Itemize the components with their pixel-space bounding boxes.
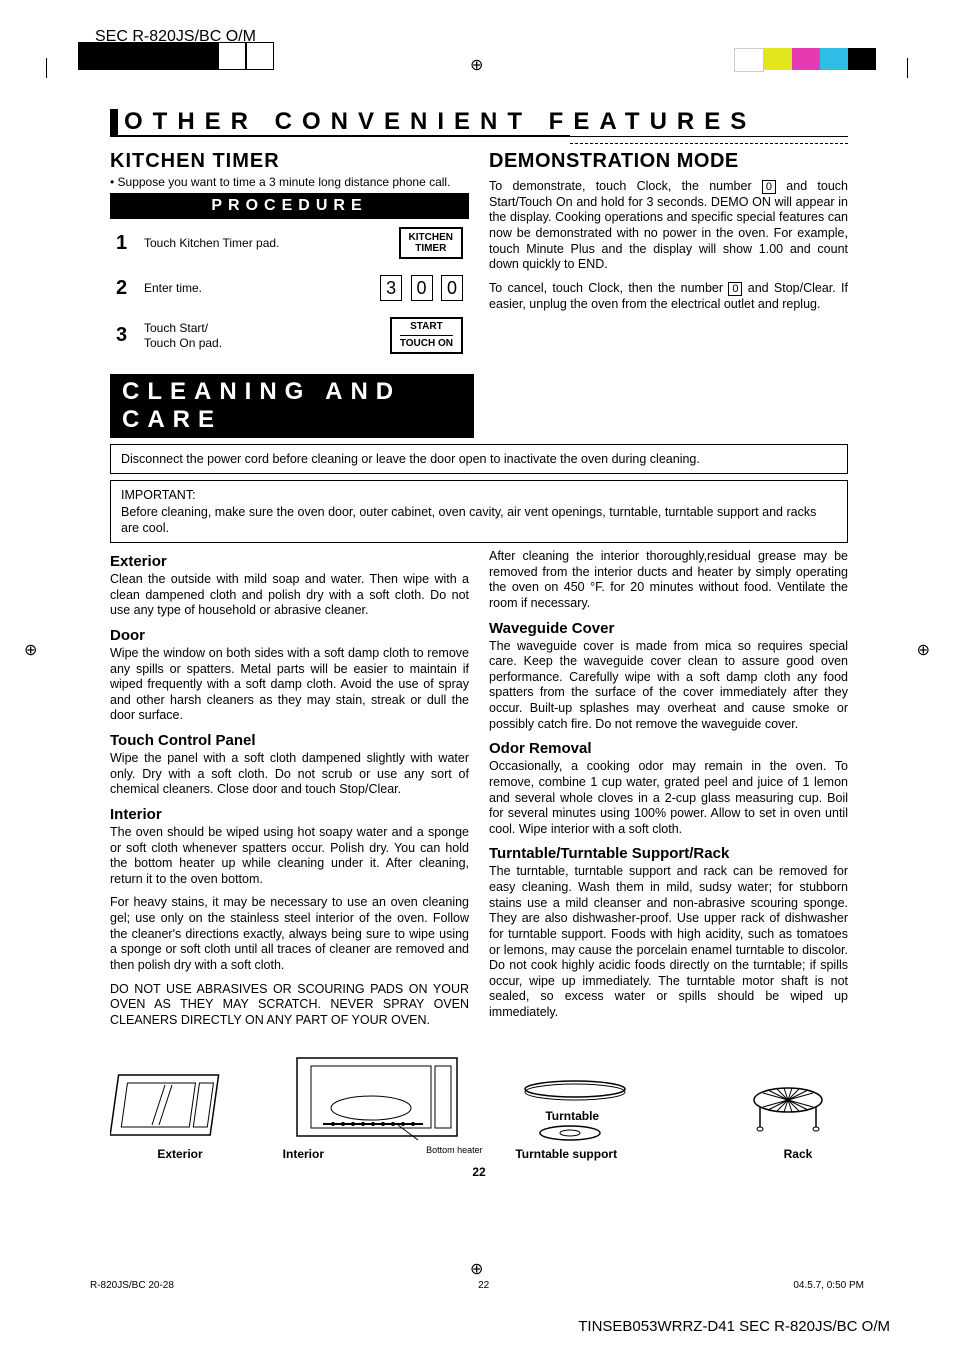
disconnect-warning: Disconnect the power cord before cleanin… (110, 444, 848, 474)
demo-mode-p1: To demonstrate, touch Clock, the number … (489, 179, 848, 273)
turntable-text: The turntable, turntable support and rac… (489, 864, 848, 1020)
crop-tick-right (907, 58, 908, 78)
registration-mark-left-icon: ⊕ (24, 640, 37, 660)
step-3-number: 3 (116, 324, 140, 347)
bottom-heater-caption: Bottom heater (426, 1145, 483, 1161)
step-1-text: Touch Kitchen Timer pad. (140, 236, 399, 250)
interior-heading: Interior (110, 806, 469, 823)
step-3-text: Touch Start/ Touch On pad. (140, 321, 390, 350)
heading-bar-icon (110, 109, 118, 135)
crop-tick-left (46, 58, 47, 78)
exterior-heading: Exterior (110, 553, 469, 570)
zero-box-2: 0 (728, 282, 742, 296)
procedure-label: PROCEDURE (110, 193, 469, 219)
interior-illustration (283, 1050, 473, 1145)
registration-mark-icon: ⊕ (470, 55, 483, 75)
color-swatches (734, 48, 876, 72)
start-touch-on-pad: START TOUCH ON (390, 317, 463, 354)
turntable-support-caption: Turntable support (515, 1147, 715, 1161)
kitchen-timer-bullet: • Suppose you want to time a 3 minute lo… (110, 175, 469, 189)
interior-text-1: The oven should be wiped using hot soapy… (110, 825, 469, 888)
interior-continued: After cleaning the interior thoroughly,r… (489, 549, 848, 612)
footer-center: 22 (478, 1280, 489, 1291)
main-heading: OTHER CONVENIENT FEATURES (124, 108, 756, 136)
registration-mark-right-icon: ⊕ (917, 640, 930, 660)
odor-text: Occasionally, a cooking odor may remain … (489, 759, 848, 837)
rack-illustration (748, 1085, 828, 1145)
exterior-illustration (110, 1065, 230, 1145)
step-1-number: 1 (116, 232, 140, 255)
interior-text-3: DO NOT USE ABRASIVES OR SCOURING PADS ON… (110, 982, 469, 1029)
demo-mode-p2: To cancel, touch Clock, then the number … (489, 281, 848, 312)
interior-caption: Interior (283, 1147, 324, 1161)
interior-text-2: For heavy stains, it may be necessary to… (110, 895, 469, 973)
footer-right: 04.5.7, 0:50 PM (793, 1280, 864, 1291)
exterior-caption: Exterior (110, 1147, 250, 1161)
touch-panel-heading: Touch Control Panel (110, 732, 469, 749)
turntable-illustration (515, 1077, 635, 1107)
digit-entry: 3 0 0 (376, 275, 463, 301)
waveguide-heading: Waveguide Cover (489, 620, 848, 637)
turntable-caption: Turntable (515, 1109, 715, 1123)
exterior-text: Clean the outside with mild soap and wat… (110, 572, 469, 619)
bottom-code: TINSEB053WRRZ-D41 SEC R-820JS/BC O/M (578, 1318, 890, 1335)
step-2-number: 2 (116, 277, 140, 300)
touch-panel-text: Wipe the panel with a soft cloth dampene… (110, 751, 469, 798)
odor-heading: Odor Removal (489, 740, 848, 757)
waveguide-text: The waveguide cover is made from mica so… (489, 639, 848, 733)
cleaning-care-title: CLEANING AND CARE (110, 374, 474, 438)
door-text: Wipe the window on both sides with a sof… (110, 646, 469, 724)
step-2-text: Enter time. (140, 281, 376, 295)
door-heading: Door (110, 627, 469, 644)
registration-mark-bottom-icon: ⊕ (470, 1259, 483, 1279)
rack-caption: Rack (748, 1147, 848, 1161)
demo-mode-title: DEMONSTRATION MODE (489, 150, 848, 173)
footer: R-820JS/BC 20-28 22 04.5.7, 0:50 PM (0, 1280, 954, 1291)
kitchen-timer-title: KITCHEN TIMER (110, 150, 469, 173)
footer-left: R-820JS/BC 20-28 (90, 1280, 174, 1291)
zero-box: 0 (762, 180, 776, 194)
illustration-row: Exterior Interior Bottom heater (110, 1050, 848, 1161)
print-registration-boxes (78, 42, 274, 70)
page-number: 22 (110, 1165, 848, 1179)
turntable-heading: Turntable/Turntable Support/Rack (489, 845, 848, 862)
kitchen-timer-pad: KITCHENTIMER (399, 227, 463, 259)
important-warning: IMPORTANT: Before cleaning, make sure th… (110, 480, 848, 543)
turntable-support-illustration (535, 1123, 605, 1145)
